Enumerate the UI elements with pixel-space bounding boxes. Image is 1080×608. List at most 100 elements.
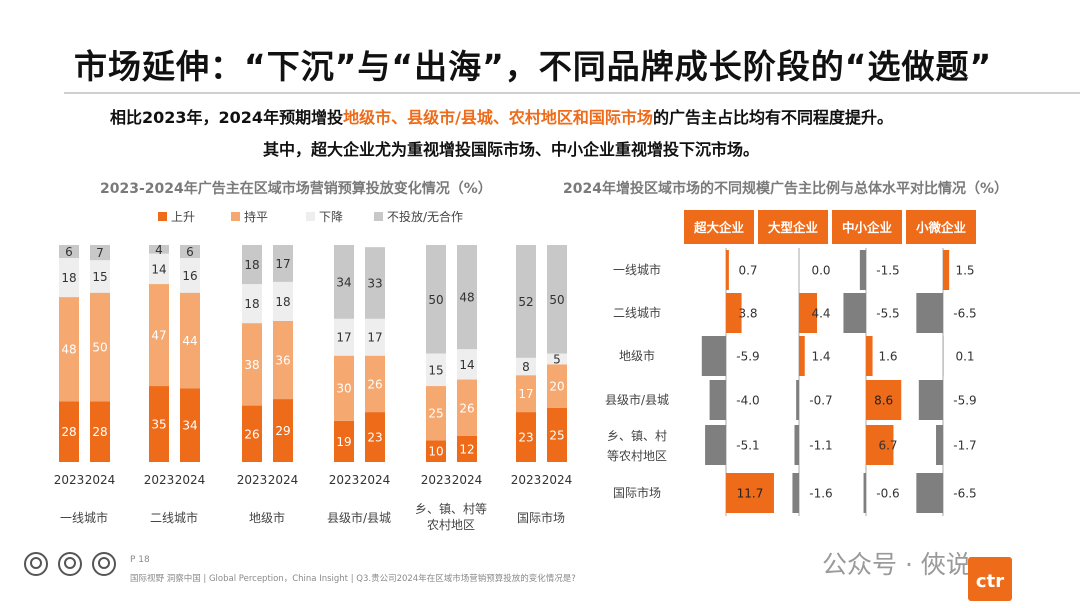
diff-value-label: 4.4 xyxy=(811,307,830,321)
bar-value-label: 15 xyxy=(92,270,107,284)
bar-segment xyxy=(334,420,354,462)
year-tick-label: 2023 xyxy=(144,473,175,487)
group-label: 地级市 xyxy=(249,510,285,525)
diff-value-label: -5.1 xyxy=(736,439,759,453)
bar-value-label: 50 xyxy=(92,340,107,354)
diff-bar xyxy=(866,380,902,420)
subtitle-line-2: 其中，超大企业尤为重视增投国际市场、中小企业重视增投下沉市场。 xyxy=(263,140,760,159)
legend-label-3: 不投放/无合作 xyxy=(387,209,463,224)
row-label: 等农村地区 xyxy=(607,449,667,463)
bar-value-label: 48 xyxy=(459,291,474,305)
legend-label-0: 上升 xyxy=(171,210,195,224)
bar-segment xyxy=(334,318,354,356)
row-label: 乡、镇、村 xyxy=(607,429,667,443)
legend-label-2: 下降 xyxy=(319,210,343,224)
diff-value-label: -1.6 xyxy=(809,487,832,501)
bar-segment xyxy=(90,260,110,293)
left-chart-title: 2023-2024年广告主在区域市场营销预算投放变化情况（%） xyxy=(100,181,492,197)
diff-value-label: 8.6 xyxy=(874,394,893,408)
diff-value-label: -0.7 xyxy=(809,394,832,408)
diff-bar xyxy=(726,250,729,290)
bar-value-label: 29 xyxy=(275,424,290,438)
bar-value-label: 4 xyxy=(155,243,163,257)
bar-value-label: 34 xyxy=(182,419,197,433)
table-header-cell xyxy=(758,210,828,244)
year-tick-label: 2024 xyxy=(268,473,299,487)
bar-value-label: 8 xyxy=(522,360,530,374)
bar-segment xyxy=(365,247,385,319)
diff-bar xyxy=(799,336,805,376)
year-tick-label: 2023 xyxy=(511,473,542,487)
legend-swatch-3 xyxy=(374,212,383,221)
year-tick-label: 2023 xyxy=(329,473,360,487)
bar-value-label: 17 xyxy=(367,331,382,345)
diff-bar xyxy=(866,425,894,465)
diff-value-label: 0.7 xyxy=(738,264,757,278)
bar-segment xyxy=(457,435,477,462)
bar-value-label: 6 xyxy=(65,245,73,259)
bar-value-label: 34 xyxy=(336,275,351,289)
bar-value-label: 23 xyxy=(518,431,533,445)
row-label: 国际市场 xyxy=(613,485,661,500)
diff-bar xyxy=(916,473,943,513)
diff-bar xyxy=(918,380,943,420)
diff-bar xyxy=(843,293,866,333)
bar-value-label: 26 xyxy=(367,377,382,391)
bar-value-label: 14 xyxy=(459,358,474,372)
bar-value-label: 30 xyxy=(336,382,351,396)
bar-segment xyxy=(90,292,110,402)
row-label: 一线城市 xyxy=(613,262,661,277)
bar-segment xyxy=(59,245,79,259)
right-chart-title: 2024年增投区域市场的不同规模广告主比例与总体水平对比情况（%） xyxy=(563,181,1008,197)
row-label: 地级市 xyxy=(619,348,655,363)
diff-value-label: -6.5 xyxy=(953,487,976,501)
bar-segment xyxy=(426,386,446,441)
bar-segment xyxy=(516,375,536,413)
table-header-label: 超大企业 xyxy=(693,220,745,235)
diff-bar xyxy=(792,473,799,513)
subtitle-pre: 相比2023年，2024年预期增投 xyxy=(110,108,344,127)
bar-segment xyxy=(457,245,477,350)
sgs-seal-1 xyxy=(24,552,48,576)
group-label: 乡、镇、村等 xyxy=(415,502,487,516)
year-tick-label: 2024 xyxy=(360,473,391,487)
bar-value-label: 48 xyxy=(61,343,76,357)
diff-value-label: 1.6 xyxy=(878,350,897,364)
bar-segment xyxy=(273,281,293,321)
diff-value-label: -4.0 xyxy=(736,394,759,408)
legend-swatch-0 xyxy=(158,212,167,221)
bar-segment xyxy=(365,318,385,356)
bar-value-label: 23 xyxy=(367,431,382,445)
footer-source: 国际视野 洞察中国 | Global Perception，China Insi… xyxy=(130,574,576,584)
bar-segment xyxy=(457,349,477,380)
bar-segment xyxy=(180,388,200,462)
bar-value-label: 7 xyxy=(96,246,104,260)
bar-segment xyxy=(516,412,536,462)
bar-segment xyxy=(365,355,385,413)
row-label: 县级市/县城 xyxy=(605,392,669,407)
diff-bar xyxy=(799,293,818,333)
sgs-seal-3 xyxy=(92,552,116,576)
bar-segment xyxy=(547,364,567,408)
diff-bar xyxy=(794,425,799,465)
diff-value-label: -1.1 xyxy=(809,439,832,453)
bar-segment xyxy=(516,245,536,358)
legend-swatch-1 xyxy=(231,212,240,221)
bar-value-label: 25 xyxy=(428,407,443,421)
bar-segment xyxy=(547,245,567,354)
ctr-logo: ctr xyxy=(968,557,1012,601)
table-header-cell xyxy=(906,210,976,244)
bar-value-label: 19 xyxy=(336,435,351,449)
bar-value-label: 17 xyxy=(275,257,290,271)
page-title: 市场延伸：“下沉”与“出海”，不同品牌成长阶段的“选做题” xyxy=(74,47,993,86)
bar-value-label: 20 xyxy=(549,380,564,394)
bar-segment xyxy=(547,353,567,365)
diff-value-label: -1.5 xyxy=(876,264,899,278)
group-label: 国际市场 xyxy=(517,510,565,525)
bar-value-label: 33 xyxy=(367,276,382,290)
table-header-cell xyxy=(832,210,902,244)
bar-segment xyxy=(547,407,567,462)
row-label: 二线城市 xyxy=(613,305,661,320)
year-tick-label: 2023 xyxy=(237,473,268,487)
bar-value-label: 50 xyxy=(549,293,564,307)
